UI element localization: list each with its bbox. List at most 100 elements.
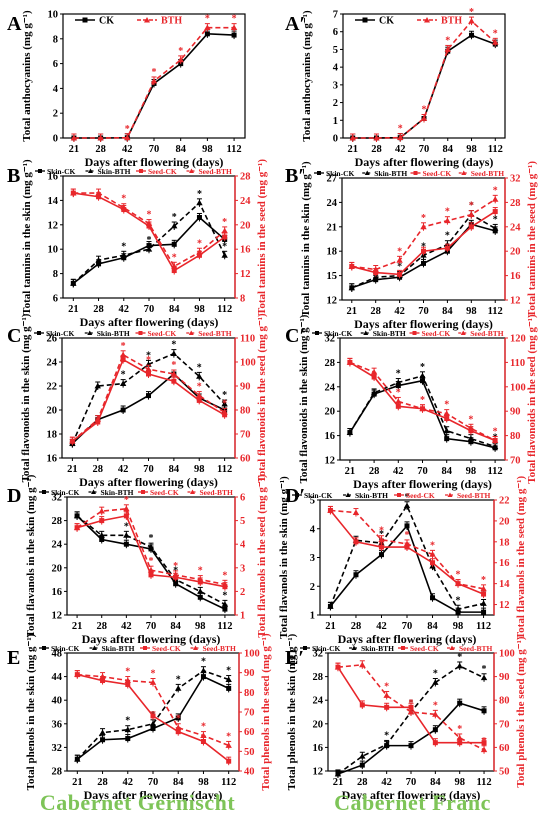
legend: Skin-CK Skin-BTH Seed-CK Seed-BTH	[39, 488, 233, 497]
y-tick-label: 6	[53, 294, 58, 305]
y2-tick-label: 32	[510, 174, 521, 185]
y-tick-label: 10	[48, 10, 59, 21]
y-tick-label: 12	[327, 296, 338, 307]
y-tick-label: 24	[313, 696, 324, 707]
y-tick-label: 5	[333, 45, 338, 56]
legend-marker	[88, 168, 93, 173]
data-point	[378, 544, 384, 550]
y2-axis-title: Total flavonoids in the seed (mg g⁻¹)	[256, 313, 268, 483]
y2-axis-title: Total flavanols in the seed (mg g⁻¹)	[515, 476, 527, 640]
legend-label: Skin-BTH	[355, 491, 388, 500]
data-point	[349, 134, 356, 141]
legend-marker	[460, 330, 466, 335]
cultivar-label-left: Cabernet Gernischt	[39, 790, 236, 815]
data-point	[73, 512, 81, 519]
data-point	[145, 246, 153, 252]
legend-marker	[37, 331, 41, 335]
legend-marker	[295, 493, 299, 497]
significance-asterisk: *	[405, 492, 410, 503]
y-axis-title: Total tannins in the skin (mg g⁻¹)	[300, 161, 312, 317]
data-point	[170, 350, 178, 356]
y-tick-label: 44	[52, 672, 63, 683]
x-tick-label: 21	[72, 777, 83, 788]
x-tick-label: 21	[347, 144, 358, 155]
x-axis-title: Days after flowering (days)	[342, 788, 481, 802]
x-tick-label: 42	[393, 466, 404, 477]
plot-frame	[319, 499, 495, 616]
x-tick-label: 28	[95, 144, 106, 155]
data-point	[408, 704, 414, 710]
data-point	[444, 46, 451, 52]
x-tick-label: 98	[453, 621, 464, 632]
y-tick-label: 0	[333, 134, 338, 145]
significance-asterisk: *	[197, 382, 202, 393]
y2-tick-label: 100	[244, 649, 260, 660]
legend-label: Seed-CK	[148, 329, 177, 338]
y-axis-title: Total flavanols in the skin (mg g⁻¹)	[278, 476, 290, 639]
y2-tick-label: 70	[240, 430, 251, 441]
legend: Skin-CK Skin-BTH Seed-CK Seed-BTH	[314, 169, 504, 178]
data-point	[94, 416, 101, 422]
data-point	[148, 572, 154, 578]
y-tick-label: 2	[53, 109, 58, 120]
y-tick-label: 28	[52, 516, 63, 527]
panel-letter: E′	[285, 647, 304, 669]
data-point	[348, 284, 355, 291]
y-tick-label: 12	[313, 767, 324, 778]
significance-asterisk: *	[469, 201, 474, 212]
y2-tick-label: 50	[244, 747, 255, 758]
significance-asterisk: *	[149, 556, 154, 567]
data-point	[420, 223, 427, 230]
legend-marker	[139, 169, 143, 173]
x-tick-label: 112	[217, 304, 232, 315]
x-tick-label: 21	[345, 466, 356, 477]
x-tick-label: 28	[369, 466, 380, 477]
data-point	[99, 729, 106, 736]
y2-tick-label: 5	[240, 516, 245, 527]
y2-tick-label: 40	[244, 767, 255, 778]
data-point	[221, 409, 228, 415]
data-point	[372, 274, 379, 280]
y2-axis-title: Total flavanols in the seed (mg g⁻¹)	[256, 474, 268, 638]
data-point	[123, 532, 130, 538]
legend-marker	[401, 646, 405, 650]
legend-label: Skin-BTH	[361, 644, 394, 653]
data-point	[352, 509, 360, 515]
data-point	[429, 551, 436, 557]
data-point	[444, 416, 450, 422]
data-point	[457, 700, 463, 706]
significance-asterisk: *	[121, 241, 126, 252]
legend: Skin-CK Skin-BTH Seed-CK Seed-BTH	[39, 644, 236, 653]
x-tick-label: 28	[351, 621, 362, 632]
x-tick-label: 21	[68, 304, 79, 315]
data-point	[432, 711, 439, 717]
data-point	[421, 260, 426, 266]
x-tick-label: 112	[221, 777, 236, 788]
legend: Skin-CK Skin-BTH Seed-CK Seed-BTH	[292, 491, 491, 500]
data-point	[73, 524, 81, 531]
data-point	[171, 222, 178, 229]
data-point	[491, 443, 499, 449]
x-tick-label: 84	[427, 621, 438, 632]
y-tick-label: 6	[333, 27, 338, 38]
legend-label: Skin-BTH	[97, 329, 130, 338]
y-axis-title: Total phenols in the skin (mg g⁻¹)	[286, 633, 298, 790]
data-point	[69, 438, 76, 444]
data-point	[123, 513, 129, 519]
x-tick-label: 21	[333, 777, 344, 788]
data-point	[197, 594, 203, 600]
x-tick-label: 84	[170, 621, 181, 632]
panel-letter: C	[7, 325, 21, 347]
y-tick-label: 15	[327, 271, 338, 282]
data-point	[492, 209, 498, 215]
significance-asterisk: *	[146, 350, 151, 361]
significance-asterisk: *	[397, 262, 402, 273]
y-tick-label: 22	[47, 382, 58, 393]
data-point	[370, 368, 378, 375]
data-point	[226, 758, 232, 764]
data-point	[125, 736, 131, 742]
data-point	[196, 214, 202, 220]
data-point	[454, 580, 462, 587]
